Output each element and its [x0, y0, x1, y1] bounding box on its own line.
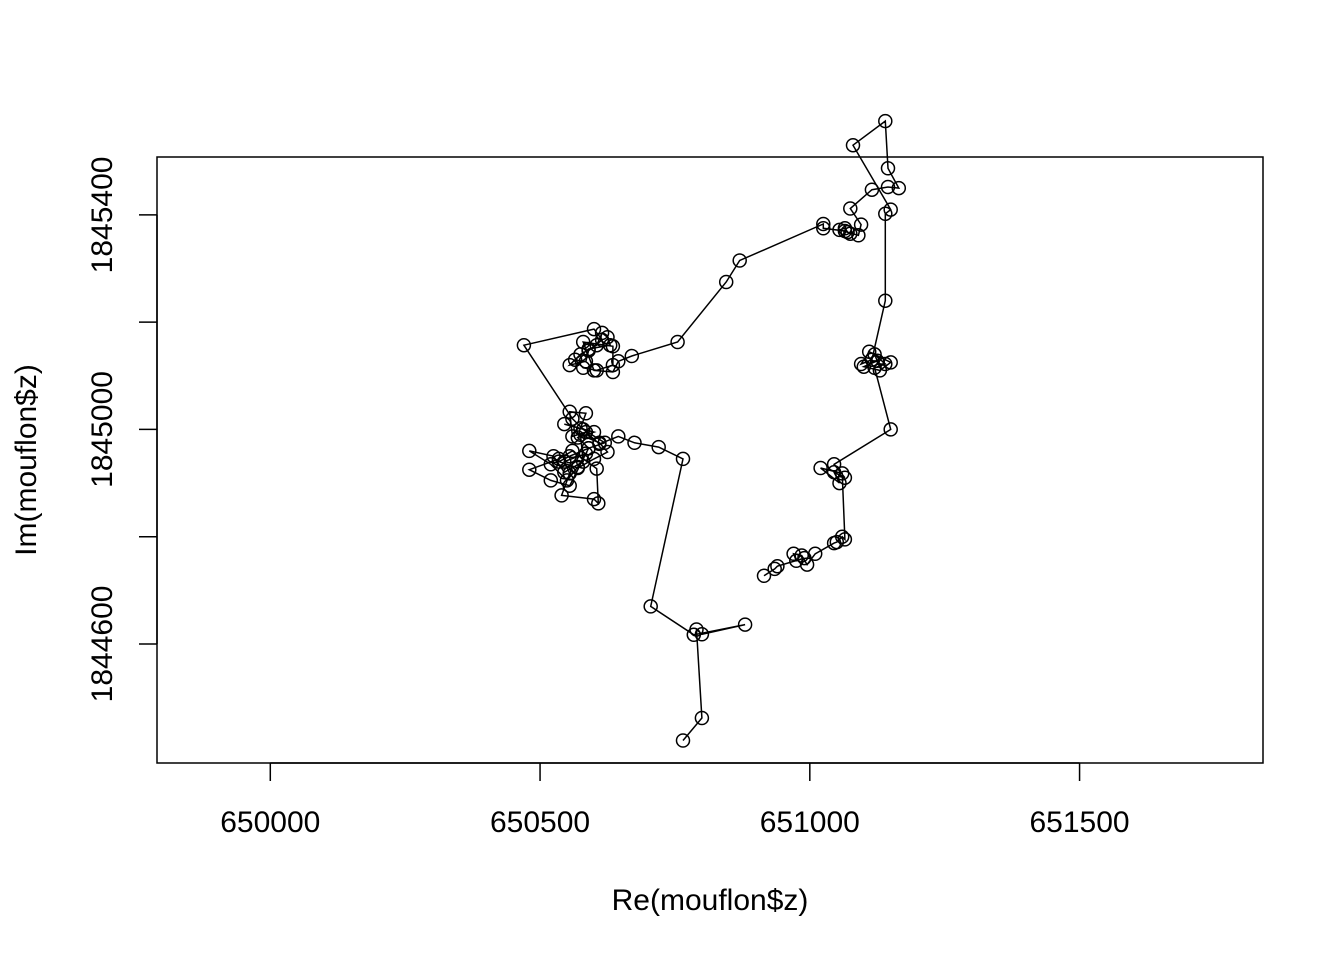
data-point	[565, 443, 580, 459]
data-point	[551, 451, 567, 467]
data-point	[832, 222, 847, 238]
data-point	[651, 439, 666, 455]
x-axis-label: Re(mouflon$z)	[612, 884, 809, 917]
data-point	[834, 466, 850, 481]
data-point	[737, 617, 753, 632]
data-point	[557, 416, 572, 432]
data-point	[891, 180, 907, 196]
data-point	[770, 558, 785, 574]
x-tick-label: 651500	[1030, 806, 1130, 839]
data-point	[611, 354, 626, 369]
data-point	[864, 182, 880, 197]
y-axis: 1844600 1845000 1845400	[86, 157, 158, 703]
data-point	[869, 353, 885, 369]
data-point	[565, 411, 580, 426]
y-tick-label: 1845400	[86, 157, 119, 274]
x-tick-label: 650000	[220, 806, 320, 839]
data-point	[816, 216, 831, 232]
data-point	[832, 475, 847, 491]
data-point	[575, 422, 591, 437]
data-point	[694, 710, 710, 726]
y-axis-label: Im(mouflon$z)	[10, 364, 43, 556]
data-point	[643, 599, 658, 614]
data-point	[816, 221, 831, 236]
data-point	[597, 435, 613, 451]
data-point	[591, 496, 606, 511]
x-axis: 650000 650500 651000 651500	[220, 762, 1130, 839]
data-point	[837, 221, 853, 236]
data-point	[794, 548, 809, 563]
x-tick-label: 651000	[760, 806, 860, 839]
data-point	[578, 406, 594, 421]
data-point	[856, 359, 872, 374]
y-tick-label: 1844600	[86, 586, 119, 703]
data-point	[878, 293, 893, 308]
plot-frame	[156, 156, 1264, 764]
data-point	[586, 491, 602, 507]
data-point	[586, 321, 602, 337]
data-point	[694, 627, 710, 642]
data-point	[843, 201, 858, 216]
data-point	[543, 457, 559, 472]
data-point	[789, 553, 804, 569]
data-point	[562, 404, 577, 419]
data-point	[843, 226, 858, 241]
data-point	[797, 550, 812, 566]
data-point	[767, 561, 782, 577]
data-point	[567, 352, 583, 367]
series-layer	[516, 113, 907, 748]
y-tick-label: 1845000	[86, 371, 119, 488]
data-point	[813, 460, 828, 476]
data-point	[718, 274, 734, 290]
data-point	[878, 206, 893, 222]
data-point	[600, 444, 615, 460]
data-point	[851, 228, 866, 243]
data-point	[686, 627, 702, 643]
data-point	[880, 179, 896, 195]
data-point	[570, 430, 586, 445]
data-point	[675, 733, 691, 748]
data-point	[565, 429, 580, 444]
data-point	[826, 535, 842, 551]
data-point	[670, 334, 685, 350]
data-point	[880, 161, 896, 176]
data-point	[853, 217, 869, 232]
data-point	[845, 137, 861, 153]
data-point	[575, 454, 591, 469]
data-point	[554, 488, 569, 503]
data-point	[586, 363, 602, 378]
data-point	[867, 360, 882, 376]
data-point	[562, 478, 577, 493]
data-point	[581, 440, 596, 456]
data-point	[522, 462, 537, 477]
data-point	[837, 532, 853, 547]
data-point	[627, 435, 642, 451]
data-point	[575, 360, 591, 376]
data-point	[516, 337, 532, 353]
data-point	[605, 339, 621, 354]
data-point	[675, 451, 691, 467]
data-point	[611, 429, 626, 444]
data-point	[732, 253, 747, 268]
data-point	[878, 113, 893, 129]
data-point	[878, 356, 893, 372]
data-point	[543, 473, 559, 488]
data-point	[883, 422, 898, 437]
data-point	[562, 357, 577, 373]
data-point	[756, 568, 772, 584]
data-point	[557, 465, 572, 480]
data-point	[826, 457, 842, 472]
data-point	[575, 334, 591, 350]
data-point	[624, 348, 640, 364]
data-point	[589, 461, 604, 476]
data-point	[853, 356, 869, 372]
data-point	[840, 224, 855, 240]
x-tick-label: 650500	[490, 806, 590, 839]
data-point	[522, 443, 537, 459]
